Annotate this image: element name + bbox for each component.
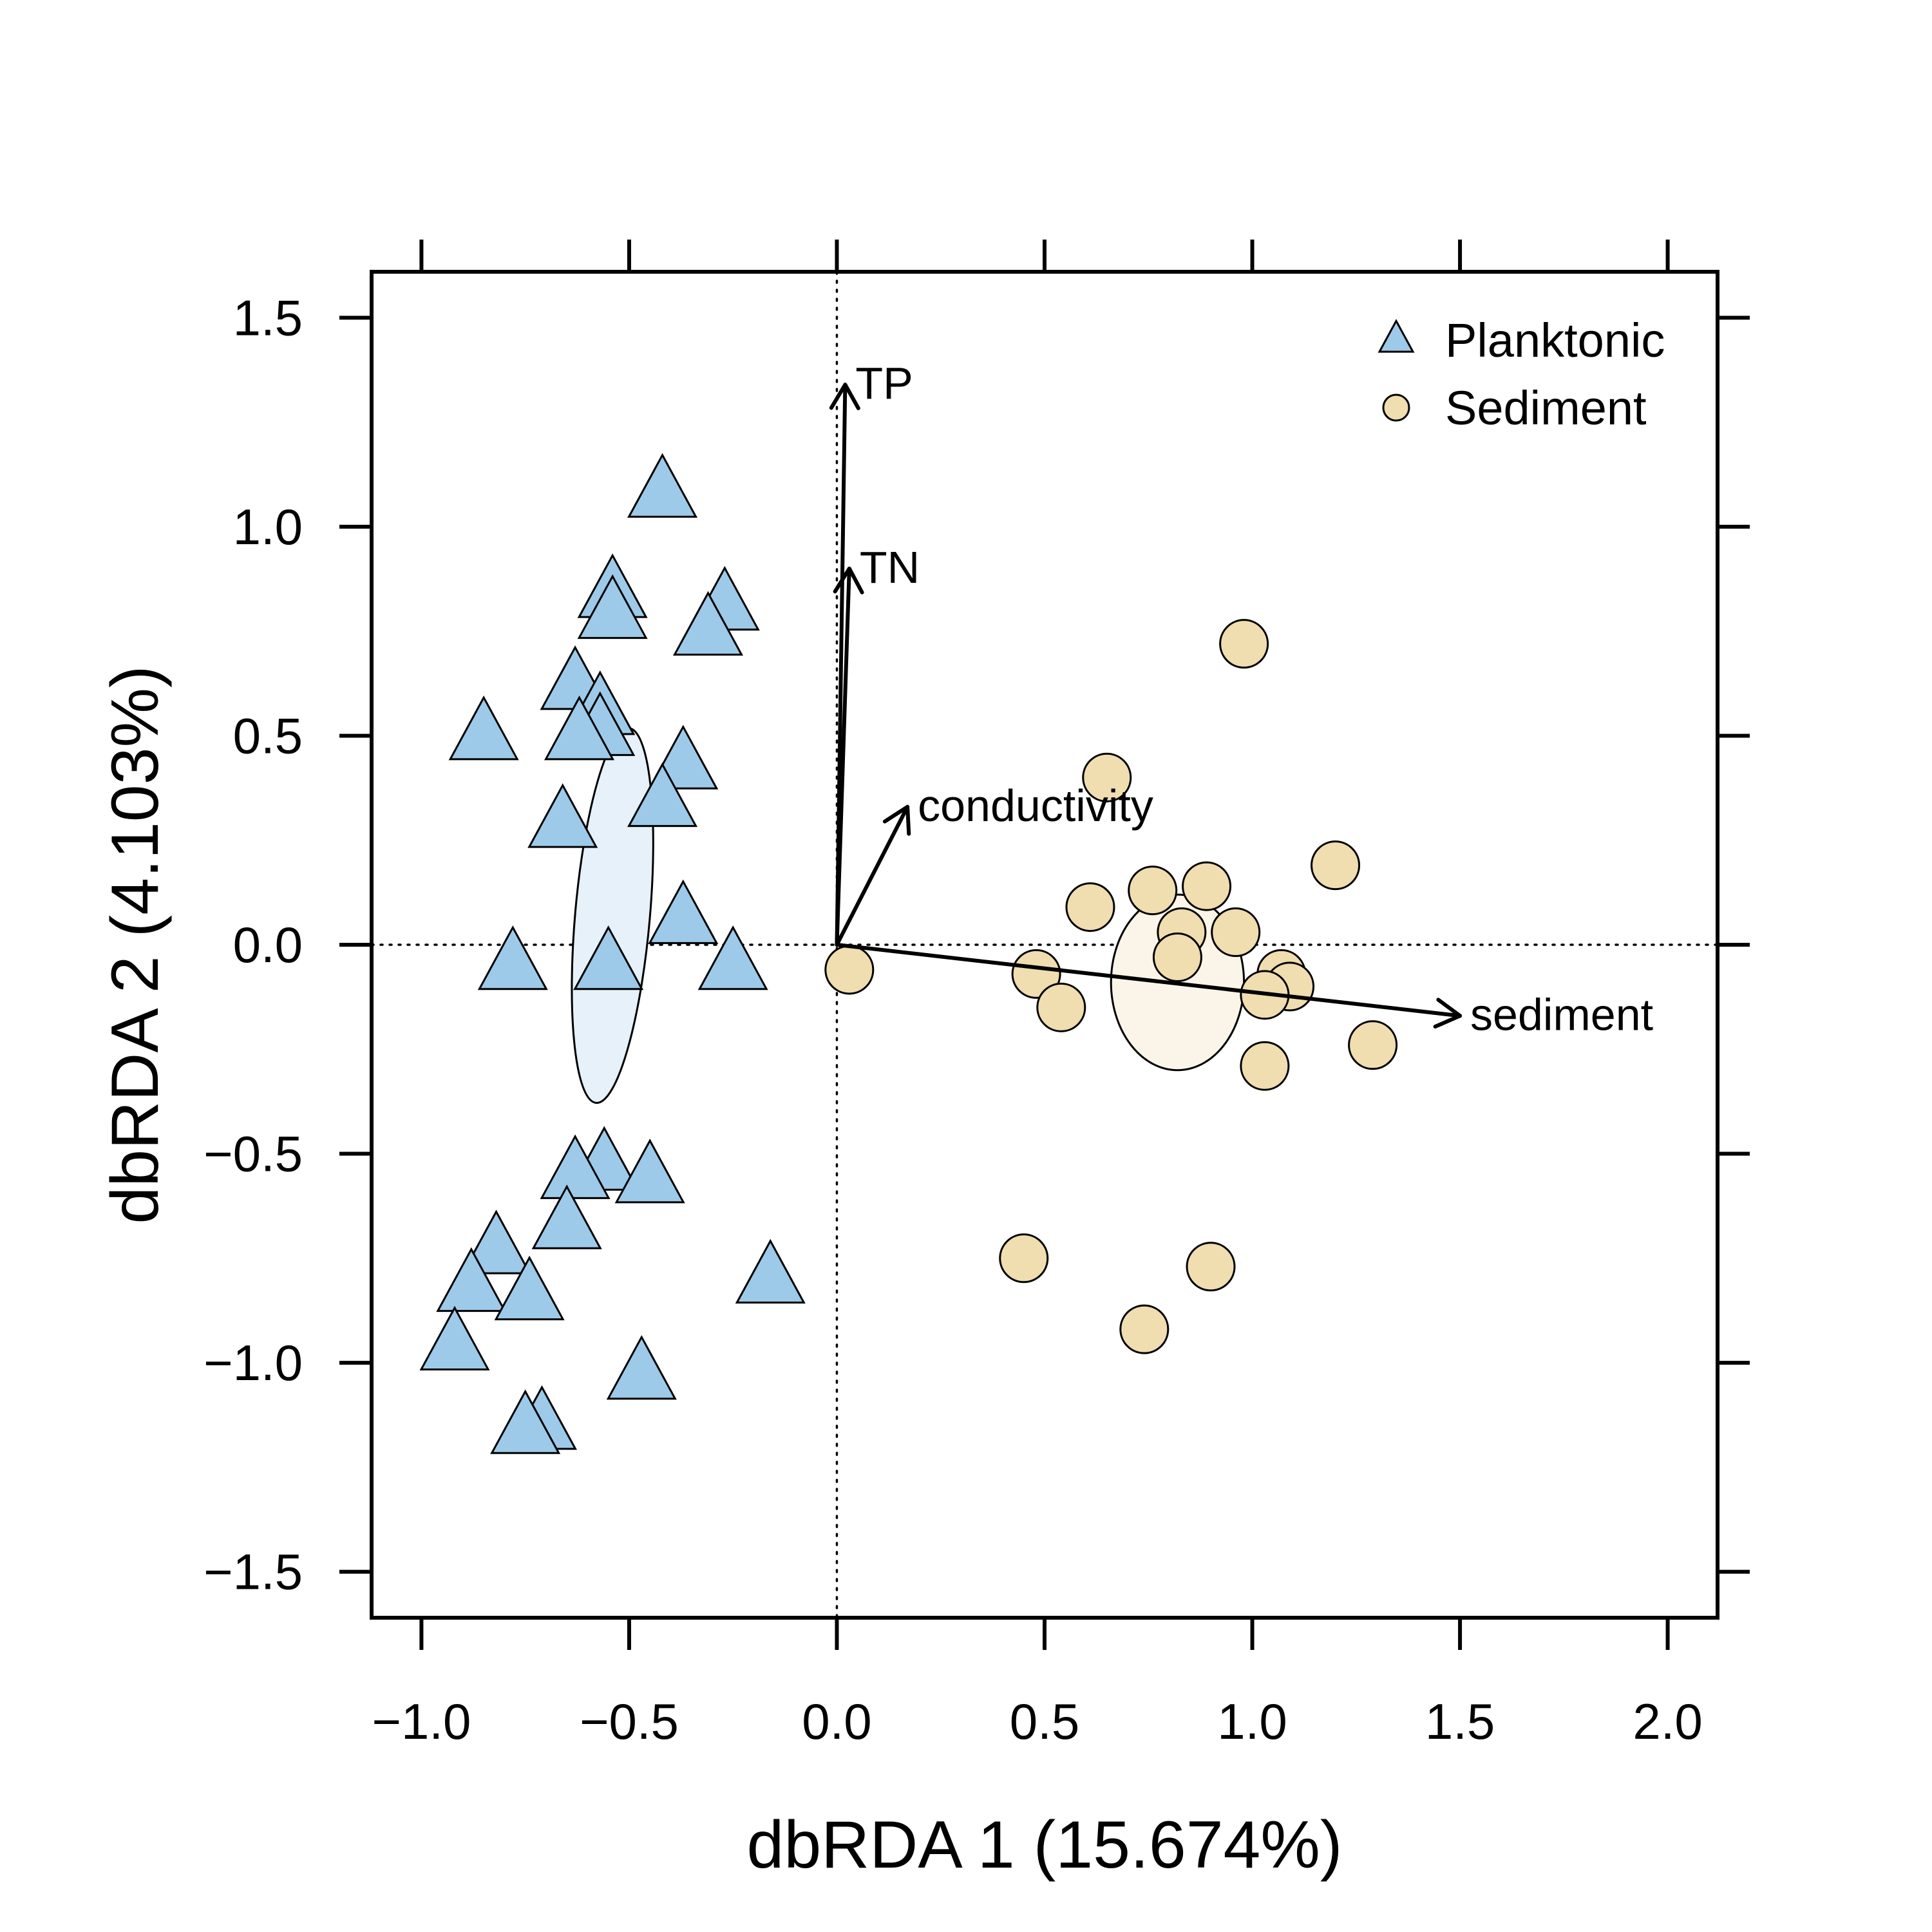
point-sediment — [1348, 1020, 1398, 1070]
point-planktonic — [627, 762, 698, 828]
x-tick-label: 0.5 — [1010, 1693, 1079, 1750]
point-sediment — [1186, 1242, 1236, 1292]
y-tick-label: −1.0 — [204, 1334, 303, 1391]
point-sediment — [1182, 861, 1232, 911]
data-points — [419, 453, 1398, 1454]
vector-label-tn: TN — [860, 542, 920, 592]
point-planktonic — [544, 696, 615, 761]
vector-conductivity-line — [835, 804, 910, 947]
tick-labels: −1.0 −0.5 0.0 0.5 1.0 1.5 2.0 −1.5 −1.0 −0.5 0.0 0.… — [204, 289, 1703, 1750]
vector-sediment-arrowhead — [1433, 998, 1463, 1029]
x-tick-label: −0.5 — [580, 1693, 679, 1750]
vector-label-sediment: sediment — [1470, 989, 1653, 1039]
point-sediment — [1119, 1304, 1170, 1354]
axis-ticks — [339, 240, 1750, 1650]
point-planktonic — [448, 696, 519, 761]
point-planktonic — [577, 574, 648, 639]
point-sediment — [1065, 882, 1115, 933]
env-vectors: TP TN conductivity sediment — [829, 358, 1653, 1039]
point-sediment — [824, 945, 875, 995]
point-planktonic — [648, 879, 719, 944]
x-tick-label: 1.5 — [1425, 1693, 1495, 1750]
x-tick-label: −1.0 — [372, 1693, 471, 1750]
vector-label-tp: TP — [855, 358, 913, 408]
y-tick-label: −1.5 — [204, 1544, 303, 1600]
point-planktonic — [436, 1247, 507, 1312]
vector-conductivity-arrowhead — [882, 804, 911, 836]
x-axis-title: dbRDA 1 (15.674%) — [747, 1808, 1343, 1882]
x-tick-label: 1.0 — [1217, 1693, 1287, 1750]
legend-label-sediment: Sediment — [1445, 381, 1647, 435]
y-tick-label: 0.5 — [233, 707, 303, 764]
vector-label-conductivity: conductivity — [918, 781, 1153, 831]
point-sediment — [1036, 982, 1086, 1032]
point-planktonic — [627, 453, 698, 518]
y-axis-title: dbRDA 2 (4.103%) — [98, 665, 173, 1224]
point-sediment — [1211, 907, 1261, 958]
vector-tn-line — [835, 566, 851, 947]
point-planktonic — [606, 1335, 677, 1400]
vector-tn-arrowhead — [833, 566, 864, 594]
x-tick-label: 2.0 — [1633, 1693, 1702, 1750]
point-planktonic — [697, 925, 768, 990]
point-sediment — [1152, 932, 1202, 982]
point-sediment — [1219, 619, 1269, 669]
point-sediment — [1311, 840, 1361, 891]
y-tick-label: 1.0 — [233, 498, 303, 555]
point-sediment — [1240, 1041, 1290, 1091]
point-sediment — [999, 1233, 1049, 1283]
x-tick-label: 0.0 — [802, 1693, 871, 1750]
point-planktonic — [735, 1238, 806, 1304]
point-planktonic — [460, 1209, 532, 1274]
legend-symbol-planktonic — [1378, 319, 1415, 353]
legend: Planktonic Sediment — [1378, 314, 1665, 435]
y-tick-label: −0.5 — [204, 1126, 303, 1182]
point-planktonic — [419, 1305, 490, 1370]
point-planktonic — [494, 1255, 565, 1321]
point-planktonic — [573, 925, 644, 990]
vector-tp-arrowhead — [829, 383, 860, 410]
point-planktonic — [672, 591, 744, 656]
legend-symbol-sediment — [1382, 393, 1410, 422]
point-sediment — [1082, 752, 1132, 802]
point-sediment — [1011, 949, 1061, 999]
point-planktonic — [614, 1139, 685, 1204]
y-tick-label: 0.0 — [233, 916, 303, 973]
legend-label-planktonic: Planktonic — [1445, 314, 1665, 367]
point-planktonic — [531, 1184, 602, 1249]
y-tick-label: 1.5 — [233, 289, 303, 346]
point-planktonic — [477, 925, 548, 990]
vector-sediment-line — [835, 943, 1463, 1018]
point-planktonic — [490, 1389, 561, 1454]
point-planktonic — [527, 783, 598, 848]
point-sediment — [1128, 866, 1178, 916]
point-planktonic — [540, 1134, 611, 1199]
